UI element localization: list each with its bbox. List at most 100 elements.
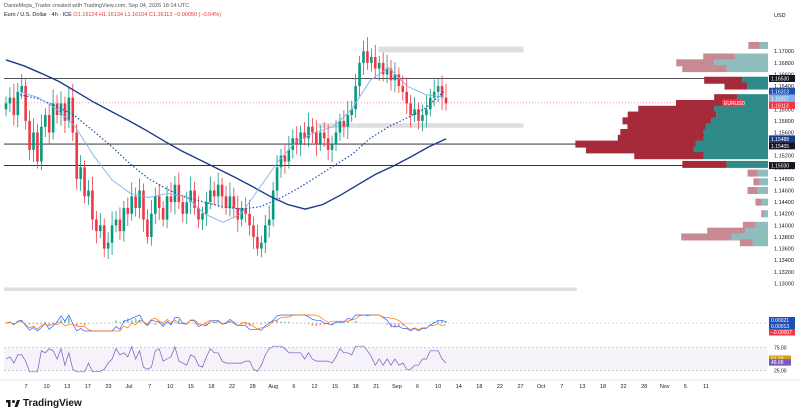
- macd-histogram-bar: [217, 322, 219, 323]
- price-tag-label: 1.15488: [771, 137, 789, 143]
- macd-histogram-bar: [150, 323, 153, 324]
- volume-profile-up-bar: [703, 152, 768, 160]
- candle-body: [354, 86, 357, 110]
- volume-profile-down-bar: [676, 99, 727, 107]
- candle-body: [224, 196, 228, 208]
- candle-body: [169, 196, 173, 203]
- candle-body: [267, 219, 271, 226]
- macd-histogram-bar: [60, 319, 62, 323]
- volume-profile-up-bar: [763, 210, 768, 218]
- candle-body: [236, 207, 240, 220]
- candle-body: [32, 132, 35, 150]
- macd-value-label: 0.00013: [771, 324, 789, 330]
- price-tag-label: 1.15405: [771, 144, 789, 150]
- volume-profile-up-bar: [761, 198, 768, 206]
- y-tick-label: 1.14400: [774, 200, 794, 206]
- candle-body: [393, 74, 397, 81]
- volume-profile-up-bar: [755, 221, 768, 229]
- macd-histogram-bar: [130, 320, 133, 323]
- volume-profile-down-bar: [617, 134, 704, 142]
- x-tick-label: 18: [600, 384, 606, 390]
- macd-histogram-bar: [229, 321, 231, 323]
- symbol-name[interactable]: Euro / U.S. Dollar · 4h · ICE: [4, 12, 72, 18]
- macd-histogram-bar: [441, 319, 443, 323]
- candle-body: [373, 57, 377, 69]
- symbol-legend: Euro / U.S. Dollar · 4h · ICE O1.16124 H…: [4, 12, 221, 18]
- price-tag-label: 1.16207: [771, 96, 789, 102]
- candle-body: [263, 225, 267, 243]
- candle-body: [303, 132, 306, 139]
- macd-histogram-bar: [331, 323, 333, 326]
- candle-body: [279, 155, 283, 168]
- candle-body: [122, 207, 126, 232]
- macd-histogram-bar: [339, 323, 341, 324]
- macd-histogram-bar: [315, 323, 318, 327]
- macd-histogram-bar: [178, 319, 180, 323]
- price-tag: [769, 87, 795, 95]
- candle-body: [110, 225, 114, 243]
- y-tick-label: 1.13800: [774, 235, 794, 241]
- candle-body: [271, 190, 275, 220]
- candle-body: [405, 91, 409, 104]
- macd-histogram-bar: [417, 323, 420, 324]
- candle-body: [106, 242, 110, 249]
- moving-averages: [5, 59, 447, 223]
- x-tick-label: 12: [311, 384, 317, 390]
- candle-body: [358, 62, 361, 87]
- candle-body: [432, 91, 436, 98]
- rsi-band: [4, 347, 768, 371]
- volume-profile-up-bar: [714, 105, 768, 113]
- price-tag-label: 1.16530: [771, 76, 789, 82]
- candle-body: [95, 219, 98, 232]
- candle-body: [146, 219, 149, 237]
- macd-histogram-bar: [75, 323, 78, 326]
- macd-signal-line: [5, 314, 447, 332]
- volume-profile-up-bar: [714, 59, 768, 67]
- candle-body: [401, 86, 405, 92]
- candle-body: [334, 132, 338, 145]
- y-tick-label: 1.13000: [774, 281, 794, 287]
- volume-profile-up-bar: [705, 123, 768, 131]
- candle-body: [385, 68, 389, 75]
- x-tick-label: 22: [497, 384, 503, 390]
- volume-profile-down-bar: [753, 178, 760, 186]
- x-tick-label: 7: [148, 384, 151, 390]
- macd-histogram-bar: [311, 323, 314, 326]
- macd-histogram-bar: [170, 323, 172, 325]
- moving-average-line: [19, 66, 445, 223]
- macd-histogram-bar: [158, 323, 161, 324]
- candle-body: [260, 242, 263, 249]
- macd-histogram-bar: [260, 323, 263, 325]
- ohlc-values: O1.16124 H1.16134 L1.16104 C1.16113 −0.0…: [73, 12, 221, 18]
- macd-histogram-bar: [154, 323, 157, 325]
- volume-profile-down-bar: [620, 128, 704, 136]
- volume-profile-up-bar: [757, 187, 768, 195]
- candle-body: [252, 225, 255, 237]
- macd-histogram-bar: [166, 323, 168, 325]
- x-tick-label: 23: [105, 384, 111, 390]
- x-tick-label: Oct: [537, 384, 546, 390]
- volume-profile-up-bar: [747, 82, 768, 90]
- candle-body: [201, 213, 204, 220]
- macd-histogram-bar: [401, 323, 404, 326]
- candle-body: [381, 62, 385, 75]
- x-tick-label: 7: [560, 384, 563, 390]
- volume-profile-up-bar: [703, 134, 768, 142]
- candle-body: [417, 109, 420, 121]
- y-tick-label: 1.13600: [774, 247, 794, 253]
- volume-profile-up-bar: [759, 41, 768, 49]
- x-tick-label: 13: [579, 384, 585, 390]
- candle-body: [232, 196, 236, 208]
- macd-histogram-bar: [40, 323, 43, 325]
- candle-body: [283, 155, 287, 162]
- candle-body: [63, 103, 67, 121]
- macd-histogram-bar: [268, 321, 271, 323]
- candle-body: [362, 51, 365, 63]
- volume-profile-down-bar: [627, 123, 706, 131]
- y-tick-label: 1.17000: [774, 49, 794, 55]
- candle-body: [275, 167, 279, 191]
- macd-histogram-bar: [319, 323, 322, 325]
- candle-body: [256, 236, 259, 249]
